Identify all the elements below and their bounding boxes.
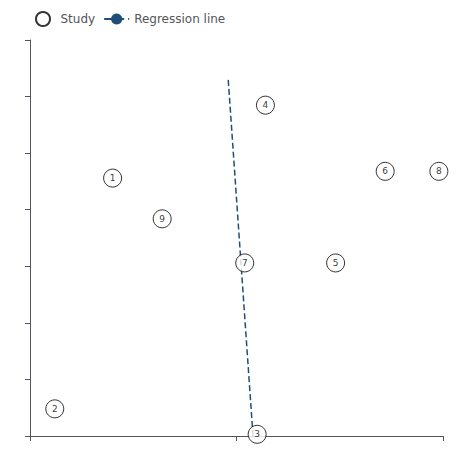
svg-text:8: 8 [436,166,442,176]
svg-text:5: 5 [333,258,339,268]
svg-text:Regression line: Regression line [134,12,225,26]
svg-text:4: 4 [263,100,269,110]
svg-text:7: 7 [242,258,248,268]
svg-text:3: 3 [254,429,260,439]
svg-text:Study: Study [61,12,96,26]
svg-text:6: 6 [382,166,388,176]
svg-text:1: 1 [110,173,116,183]
svg-text:9: 9 [159,214,165,224]
svg-text:2: 2 [52,404,58,414]
